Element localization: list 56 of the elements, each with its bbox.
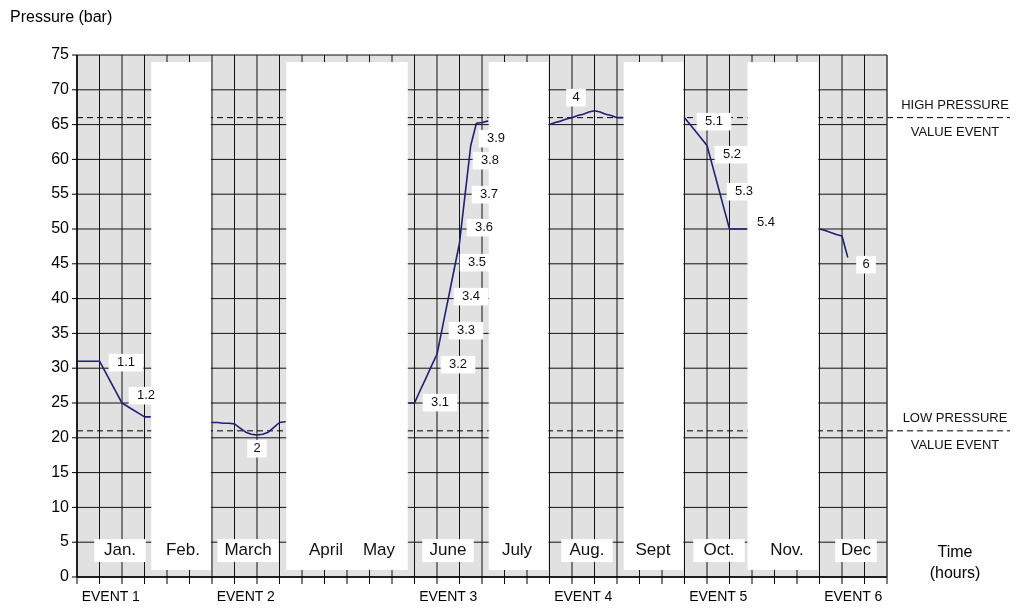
annotation: April	[308, 540, 344, 560]
x-tick-label: EVENT 3	[419, 588, 478, 604]
y-tick-label: 70	[51, 80, 70, 98]
annotation: 4	[572, 89, 580, 105]
y-tick-label: 35	[51, 323, 70, 341]
annotation: 3.4	[461, 288, 481, 304]
x-tick-label: EVENT 4	[554, 588, 613, 604]
ref-line-label: HIGH PRESSURE VALUE EVENT	[901, 97, 1010, 140]
annotation: Aug.	[569, 540, 605, 560]
annotation: 3.2	[448, 356, 468, 372]
annotation: May	[362, 540, 396, 560]
annotation: 3.6	[474, 219, 494, 235]
y-tick-label: 75	[51, 45, 70, 63]
y-tick-label: 60	[51, 149, 70, 167]
y-tick-label: 45	[51, 254, 70, 272]
annotation: 3.8	[480, 152, 500, 168]
y-tick-label: 50	[51, 219, 70, 237]
annotation: 3.9	[486, 130, 506, 146]
annotation: 3.1	[430, 394, 450, 410]
y-tick-label: 20	[51, 428, 70, 446]
y-tick-label: 10	[51, 497, 70, 515]
y-axis-title: Pressure (bar)	[10, 8, 113, 25]
annotation: 6	[862, 256, 870, 272]
annotation: July	[501, 540, 533, 560]
annotation: 5.3	[734, 183, 754, 199]
annotation: Dec	[840, 540, 872, 560]
annotation: Oct.	[703, 540, 735, 560]
annotation: Jan.	[103, 540, 137, 560]
annotation: 1.2	[136, 387, 156, 403]
y-tick-label: 5	[60, 532, 70, 550]
y-tick-label: 15	[51, 462, 70, 480]
annotation: 5.1	[704, 113, 724, 129]
x-tick-label: EVENT 6	[824, 588, 883, 604]
x-tick-label: EVENT 2	[216, 588, 276, 604]
ref-line-label: LOW PRESSURE VALUE EVENT	[902, 410, 1008, 453]
annotation: 3.3	[456, 322, 476, 338]
y-tick-label: 55	[51, 184, 70, 202]
annotation: 3.7	[479, 186, 499, 202]
annotation: Sept	[635, 540, 671, 560]
annotation: 5.2	[722, 146, 742, 162]
y-tick-label: 40	[51, 288, 70, 306]
annotation: 1.1	[116, 354, 136, 370]
y-tick-label: 25	[51, 393, 70, 411]
x-axis-title: Time (hours)	[929, 543, 981, 581]
annotation: 2	[253, 440, 261, 456]
x-tick-label: EVENT 1	[81, 588, 141, 604]
y-tick-label: 65	[51, 114, 70, 132]
annotation: June	[429, 540, 467, 560]
annotation: March	[224, 540, 272, 560]
y-tick-label: 0	[60, 567, 70, 585]
x-tick-label: EVENT 5	[689, 588, 748, 604]
annotation: 5.4	[756, 214, 776, 230]
y-tick-label: 30	[51, 358, 70, 376]
annotation: Feb.	[165, 540, 201, 560]
annotation: 3.5	[467, 254, 487, 270]
annotation: Nov.	[770, 540, 804, 560]
